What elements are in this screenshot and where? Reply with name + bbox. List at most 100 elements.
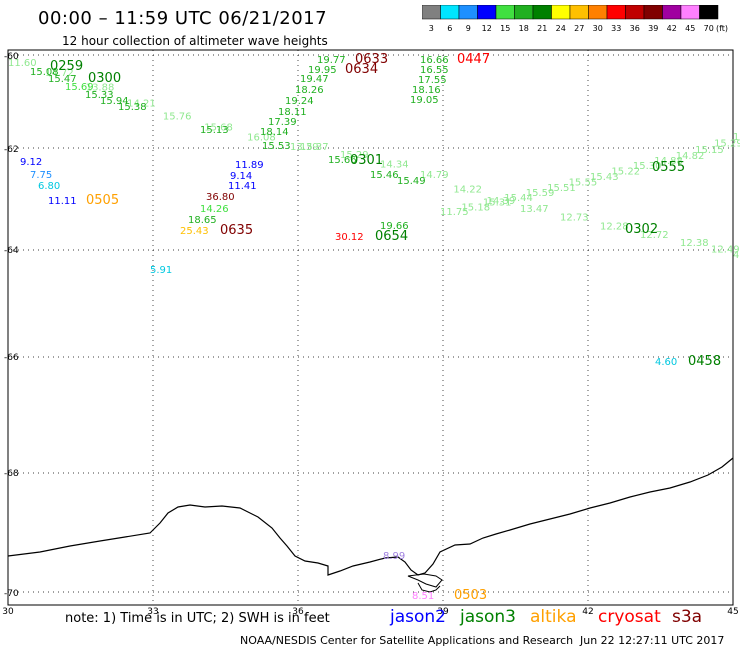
wave-height-label: 15.69 xyxy=(65,82,94,93)
scale-tick-label: 27 xyxy=(574,24,584,33)
wave-height-label: 14.26 xyxy=(200,204,229,215)
pass-time-label: 0635 xyxy=(220,223,253,238)
wave-height-label: 9.12 xyxy=(20,157,42,168)
wave-height-label: 15.08 xyxy=(30,67,59,78)
legend-item-s3a: s3a xyxy=(672,607,703,627)
wave-height-label: 15.47 xyxy=(48,74,77,85)
track-value-label: 15.30 xyxy=(633,161,662,172)
track-value-label: 15.55 xyxy=(569,178,598,189)
map-frame xyxy=(7,49,734,606)
scale-unit: (ft) xyxy=(716,24,728,33)
pass-time-label: 0633 xyxy=(355,52,388,67)
scale-tick-label: 45 xyxy=(685,24,695,33)
track-value-label: 12.72 xyxy=(640,230,669,241)
track-value-label: 11.75 xyxy=(440,207,469,218)
credit-line: NOAA/NESDIS Center for Satellite Applica… xyxy=(240,634,574,647)
track-value-label: 14.72 xyxy=(45,68,74,79)
footnote: note: 1) Time is in UTC; 2) SWH is in fe… xyxy=(65,611,330,626)
lat-tick-label: -64 xyxy=(4,246,19,256)
track-value-label: 14.79 xyxy=(420,170,449,181)
wave-height-label: 18.16 xyxy=(412,85,441,96)
track-value-label: 15.68 xyxy=(204,123,233,134)
scale-tick-label: 42 xyxy=(667,24,677,33)
scale-tick-label: 12 xyxy=(482,24,492,33)
track-value-label: 15.76 xyxy=(163,111,192,122)
wave-height-label: 5.91 xyxy=(150,265,172,276)
wave-height-label: 15.33 xyxy=(85,90,114,101)
wave-height-label: 15.38 xyxy=(118,102,147,113)
track-value-label: 15.44 xyxy=(504,193,533,204)
wave-height-label: 9.14 xyxy=(230,171,252,182)
track-value-label: 15.22 xyxy=(611,166,640,177)
track-value-label: 12.38 xyxy=(680,238,709,249)
scale-tick-label: 33 xyxy=(611,24,621,33)
wave-height-label: 4.60 xyxy=(655,357,677,368)
lat-tick-label: -70 xyxy=(4,589,19,599)
wave-height-label: 8.99 xyxy=(383,551,405,562)
wave-height-label: 19.66 xyxy=(380,221,409,232)
lat-tick-label: -68 xyxy=(4,469,19,479)
pass-time-label: 0300 xyxy=(88,71,121,86)
track-value-label: 11.60 xyxy=(8,58,37,69)
legend-item-altika: altika xyxy=(530,607,577,627)
coastline-island xyxy=(407,573,443,588)
wave-height-label: 15.46 xyxy=(370,170,399,181)
track-value-label: 15.18 xyxy=(461,202,490,213)
track-value-label: 15.43 xyxy=(590,172,619,183)
track-value-label: 14.34 xyxy=(380,159,409,170)
pass-time-label: 0458 xyxy=(688,354,721,369)
wave-height-label: 18.14 xyxy=(260,127,289,138)
wave-height-label: 11.89 xyxy=(235,160,264,171)
scale-tick-label: 9 xyxy=(466,24,471,33)
track-value-label: 15.59 xyxy=(526,188,555,199)
pass-time-label: 0301 xyxy=(350,153,383,168)
wave-height-label: 16.55 xyxy=(420,65,449,76)
lat-tick-label: -66 xyxy=(4,353,19,363)
track-value-label: 4.58 xyxy=(733,250,740,261)
scale-tick-label: 6 xyxy=(447,24,452,33)
wave-height-label: 6.80 xyxy=(38,181,60,192)
wave-height-label: 8.51 xyxy=(412,591,434,602)
track-value-label: 15.15 xyxy=(695,145,724,156)
wave-height-label: 36.80 xyxy=(206,192,235,203)
track-value-label: 15.31 xyxy=(483,198,512,209)
legend-item-cryosat: cryosat xyxy=(598,607,661,627)
wave-height-color-scale: 3 6 9 12 15 18 21 24 27 30 33 36 39 42 45 70 (ft) xyxy=(422,5,728,33)
track-value-label: 15.88 xyxy=(733,132,740,143)
scale-tick-label: 3 xyxy=(429,24,434,33)
wave-height-label: 15.94 xyxy=(100,96,129,107)
track-value-label: 14.21 xyxy=(127,99,156,110)
pass-time-label: 0302 xyxy=(625,222,658,237)
pass-time-label: 0505 xyxy=(86,193,119,208)
wave-height-label: 16.66 xyxy=(420,55,449,66)
track-value-label: 14.82 xyxy=(676,151,705,162)
wave-height-label: 19.05 xyxy=(410,95,439,106)
track-value-label: 12.28 xyxy=(600,221,629,232)
pass-time-label: 0634 xyxy=(345,62,378,77)
scale-tick-label: 15 xyxy=(500,24,510,33)
legend-item-jason3: jason3 xyxy=(460,607,516,627)
track-value-label: 15.51 xyxy=(547,183,576,194)
lon-tick-label: 33 xyxy=(147,607,158,617)
lat-tick-label: -60 xyxy=(4,52,19,62)
wave-height-label: 25.43 xyxy=(180,226,209,237)
track-value-label: 14.88 xyxy=(654,156,683,167)
coastline-inlet xyxy=(417,582,441,593)
wave-height-label: 17.39 xyxy=(268,117,297,128)
scale-tick-label: 21 xyxy=(537,24,547,33)
wave-height-label: 11.41 xyxy=(228,181,257,192)
scale-tick-label: 18 xyxy=(519,24,529,33)
track-value-label: 14.22 xyxy=(453,185,482,196)
pass-time-label: 0555 xyxy=(652,160,685,175)
wave-height-label: 18.11 xyxy=(278,107,307,118)
scale-swatch xyxy=(699,5,719,20)
wave-height-label: 19.24 xyxy=(285,96,314,107)
scale-tick-label: 70 xyxy=(704,24,714,33)
lon-tick-label: 39 xyxy=(437,607,449,617)
wave-height-label: 15.49 xyxy=(397,176,426,187)
scale-tick-label: 24 xyxy=(556,24,566,33)
track-value-label: 13.47 xyxy=(520,204,549,215)
track-value-label: 13.88 xyxy=(86,82,115,93)
wave-height-label: 17.55 xyxy=(418,75,447,86)
